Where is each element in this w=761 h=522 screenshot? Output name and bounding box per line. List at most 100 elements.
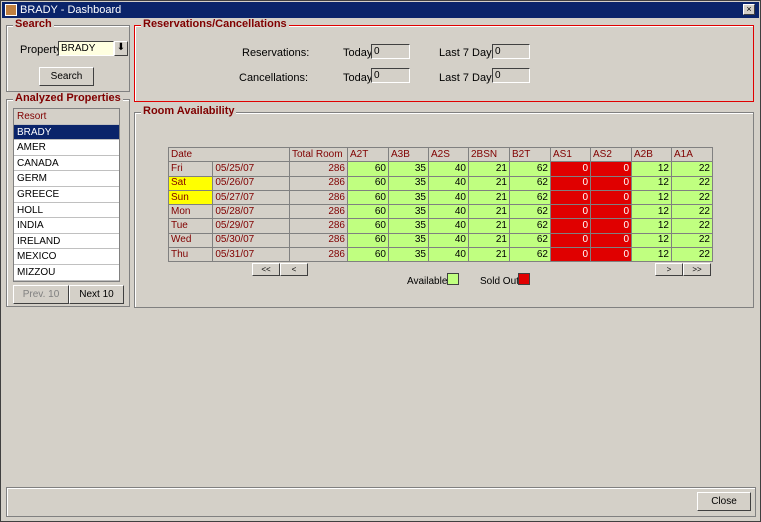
room-type-cell: 35 <box>388 189 429 206</box>
close-button[interactable]: Close <box>697 492 751 511</box>
can-today-field[interactable]: 0 <box>371 68 410 83</box>
column-header: 2BSN <box>468 146 510 163</box>
property-list-item[interactable]: AMER <box>14 140 119 156</box>
property-list-item[interactable]: CANADA <box>14 156 119 172</box>
room-type-cell: 21 <box>468 161 510 177</box>
room-type-cell: 60 <box>347 204 389 220</box>
room-type-cell: 0 <box>590 218 632 234</box>
property-list-item[interactable]: HOLL <box>14 203 119 219</box>
room-type-cell: 12 <box>631 175 672 191</box>
table-row: Fri 05/25/07 286 60 35 40 21 62 0 0 12 22 <box>167 161 713 177</box>
table-row: Thu 05/31/07 286 60 35 40 21 62 0 0 12 22 <box>167 247 713 263</box>
room-type-cell: 62 <box>509 232 551 249</box>
legend-sold-out-label: Sold Out <box>480 276 519 287</box>
room-type-cell: 62 <box>509 161 551 177</box>
room-type-cell: 22 <box>671 161 713 177</box>
table-header-row: Date Total Room A2T A3B A2S 2BSN B2T AS1 AS2 A2B A… <box>168 146 713 163</box>
date-cell: 05/31/07 <box>212 247 290 263</box>
reservations-label: Reservations: <box>242 47 310 59</box>
room-type-cell: 0 <box>550 218 591 234</box>
property-list-item[interactable]: MIZZOU <box>14 265 119 281</box>
search-button[interactable]: Search <box>39 67 94 86</box>
room-type-cell: 62 <box>509 247 551 263</box>
first-page-button[interactable]: << <box>252 263 280 276</box>
property-list-item[interactable]: MEXICO <box>14 249 119 265</box>
property-list-item[interactable]: INDIA <box>14 218 119 234</box>
search-group: Search Property BRADY ⬇ Search <box>6 18 130 92</box>
day-cell: Sat <box>167 175 214 191</box>
footer-bar <box>6 487 756 517</box>
room-type-cell: 12 <box>631 189 672 206</box>
room-type-cell: 35 <box>388 204 429 220</box>
room-type-cell: 60 <box>347 247 389 263</box>
room-type-cell: 60 <box>347 189 389 206</box>
property-list-item[interactable]: BRADY <box>14 124 119 141</box>
column-header: A2S <box>428 146 469 163</box>
room-type-cell: 40 <box>428 204 469 220</box>
day-cell: Tue <box>167 218 214 234</box>
room-type-cell: 22 <box>671 247 713 263</box>
property-list-item[interactable]: IRELAND <box>14 234 119 250</box>
total-room-cell: 286 <box>289 161 348 177</box>
res-today-field[interactable]: 0 <box>371 44 410 59</box>
room-type-cell: 12 <box>631 218 672 234</box>
room-type-cell: 40 <box>428 161 469 177</box>
room-type-cell: 35 <box>388 175 429 191</box>
title-bar: BRADY - Dashboard × <box>2 2 759 18</box>
room-type-cell: 22 <box>671 189 713 206</box>
room-type-cell: 0 <box>590 232 632 249</box>
room-type-cell: 60 <box>347 161 389 177</box>
room-type-cell: 35 <box>388 218 429 234</box>
property-dropdown-button[interactable]: ⬇ <box>114 41 128 56</box>
column-header: AS2 <box>590 146 632 163</box>
room-type-cell: 22 <box>671 175 713 191</box>
window-close-button[interactable]: × <box>743 4 755 15</box>
column-header: A2T <box>347 146 389 163</box>
legend-available-label: Available <box>407 276 448 287</box>
room-type-cell: 21 <box>468 204 510 220</box>
analyzed-properties-title: Analyzed Properties <box>13 92 123 104</box>
room-type-cell: 60 <box>347 218 389 234</box>
room-type-cell: 0 <box>550 232 591 249</box>
next-10-button[interactable]: Next 10 <box>69 285 124 304</box>
day-cell: Wed <box>167 232 214 249</box>
cancellations-label: Cancellations: <box>239 72 309 84</box>
column-header: A3B <box>388 146 429 163</box>
total-room-cell: 286 <box>289 189 348 206</box>
room-type-cell: 0 <box>590 247 632 263</box>
room-type-cell: 40 <box>428 232 469 249</box>
room-type-cell: 0 <box>550 189 591 206</box>
last-page-button[interactable]: >> <box>683 263 711 276</box>
room-type-cell: 40 <box>428 189 469 206</box>
app-icon <box>5 4 17 16</box>
legend-sold-out-swatch <box>518 273 530 285</box>
can-last7-field[interactable]: 0 <box>492 68 530 83</box>
prev-page-button[interactable]: < <box>280 263 308 276</box>
date-cell: 05/28/07 <box>212 204 290 220</box>
date-cell: 05/30/07 <box>212 232 290 249</box>
table-row: Mon 05/28/07 286 60 35 40 21 62 0 0 12 22 <box>167 204 713 220</box>
room-type-cell: 0 <box>590 161 632 177</box>
reservations-group: Reservations/Cancellations Reservations:… <box>134 18 754 102</box>
can-today-label: Today <box>343 72 373 84</box>
property-input[interactable]: BRADY <box>58 41 114 56</box>
resort-column-header: Resort <box>14 109 119 125</box>
room-type-cell: 0 <box>550 161 591 177</box>
room-type-cell: 62 <box>509 189 551 206</box>
prev-10-button[interactable]: Prev. 10 <box>13 285 69 304</box>
room-type-cell: 21 <box>468 175 510 191</box>
date-cell: 05/26/07 <box>212 175 290 191</box>
room-availability-title: Room Availability <box>141 105 237 117</box>
room-type-cell: 12 <box>631 161 672 177</box>
property-list-item[interactable]: GREECE <box>14 187 119 203</box>
property-list-item[interactable]: GERM <box>14 171 119 187</box>
room-type-cell: 35 <box>388 247 429 263</box>
column-header: A2B <box>631 146 672 163</box>
room-type-cell: 35 <box>388 232 429 249</box>
res-last7-field[interactable]: 0 <box>492 44 530 59</box>
date-cell: 05/25/07 <box>212 161 290 177</box>
room-type-cell: 40 <box>428 175 469 191</box>
room-type-cell: 22 <box>671 204 713 220</box>
room-type-cell: 12 <box>631 232 672 249</box>
next-page-button[interactable]: > <box>655 263 683 276</box>
